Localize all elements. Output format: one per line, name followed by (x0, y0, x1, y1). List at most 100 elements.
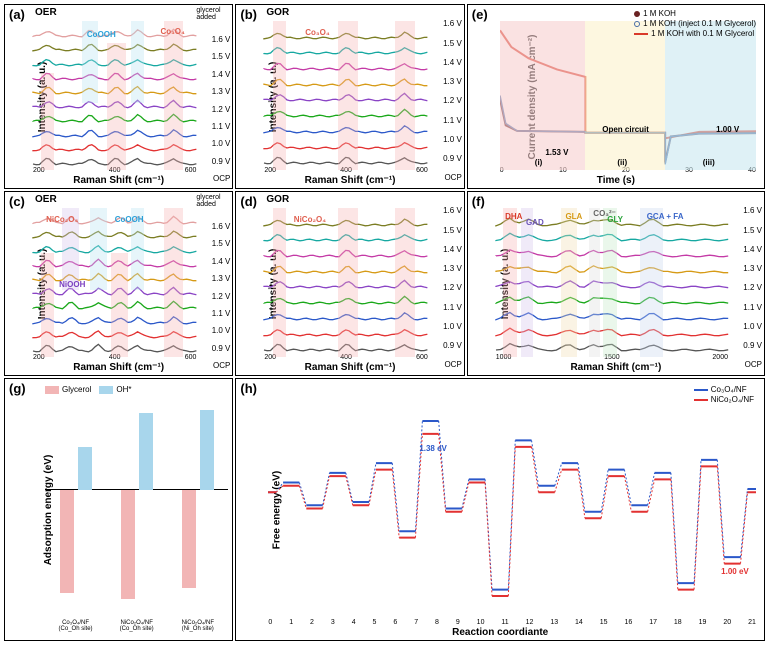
voltage-label: 1.0 V (443, 322, 462, 331)
panel-e-plot: (i)(ii)(iii)1.53 VOpen circuit1.00 V (500, 21, 756, 170)
highlight-band (395, 208, 415, 357)
panel-h-legend: Co₃O₄/NFNiCo₂O₄/NF (694, 385, 754, 405)
highlight-band (395, 21, 415, 170)
panel-h-plot: 1.38 eV1.00 eV (268, 395, 756, 622)
legend-item: Glycerol (45, 385, 91, 394)
legend-item: OH* (99, 385, 131, 394)
xtick: 0 (268, 619, 272, 626)
panel-h-xticks: 0123456789101112131415161718192021 (268, 619, 756, 626)
region-band (585, 21, 665, 170)
panel-f-label: (f) (472, 194, 485, 209)
panel-a-plot: CoOOHCo₃O₄ (33, 21, 196, 170)
voltage-label: 1.4 V (443, 245, 462, 254)
bar-category-label: NiCo₂O₄/NF(Ni_Oh site) (165, 620, 231, 632)
bar-group: NiCo₂O₄/NF(Ni_Oh site) (170, 387, 225, 614)
legend-label: NiCo₂O₄/NF (711, 395, 754, 404)
glycerol-added-label: glycerol added (196, 194, 230, 208)
voltage-label: 1.6 V (443, 206, 462, 215)
panel-c-plot: NiCo₂O₄NiOOHCoOOH (33, 208, 196, 357)
highlight-band (589, 208, 601, 357)
voltage-label: 1.5 V (212, 52, 231, 61)
panel-f-plot: DHAGADGLACO₃²⁻GLYGCA + FA (496, 208, 728, 357)
highlight-band (338, 208, 358, 357)
step-dash (277, 421, 748, 590)
spectra-annotation: GCA + FA (647, 212, 684, 221)
panel-g-bars: Co₃O₄/NF(Co_Oh site)NiCo₂O₄/NF(Co_Oh sit… (45, 387, 228, 614)
xtick: 17 (649, 619, 657, 626)
voltage-label: 0.9 V (212, 344, 231, 353)
xtick: 8 (435, 619, 439, 626)
spectra-annotation: NiCo₂O₄ (294, 215, 326, 224)
highlight-band (90, 208, 106, 290)
panel-h: (h) Free energy (eV) Reaction coordiante… (235, 378, 765, 641)
xtick: 3 (331, 619, 335, 626)
highlight-band (640, 208, 663, 357)
voltage-label: 1.5 V (443, 39, 462, 48)
panel-a-label: (a) (9, 7, 25, 22)
highlight-band (111, 253, 127, 357)
voltage-label: 1.5 V (743, 226, 762, 235)
highlight-band (503, 208, 517, 357)
panel-d: (d) GOR Intensity (a. u.) Raman Shift (c… (235, 191, 464, 376)
xtick: 9 (456, 619, 460, 626)
voltage-label: 1.1 V (212, 122, 231, 131)
voltage-label: 1.3 V (443, 77, 462, 86)
legend-swatch (634, 21, 640, 27)
voltage-label: 1.3 V (212, 274, 231, 283)
voltage-label: 1.2 V (212, 292, 231, 301)
voltage-label: OCP (745, 360, 762, 369)
legend-item: Co₃O₄/NF (694, 385, 754, 394)
legend-label: 1 M KOH with 0.1 M Glycerol (651, 29, 754, 38)
bar-category-label: NiCo₂O₄/NF(Co_Oh site) (104, 620, 170, 632)
glycerol-added-label: glycerol added (196, 7, 230, 21)
voltage-label: 1.2 V (443, 283, 462, 292)
panel-b-xlab: Raman Shift (cm⁻¹) (305, 175, 396, 186)
xtick: 18 (674, 619, 682, 626)
legend-item: 1 M KOH (634, 9, 756, 18)
voltage-label: 0.9 V (743, 341, 762, 350)
highlight-band (41, 253, 54, 357)
xtick: 7 (414, 619, 418, 626)
voltage-label: 1.1 V (443, 116, 462, 125)
bar-category-label: Co₃O₄/NF(Co_Oh site) (43, 620, 109, 632)
xtick: 2 (310, 619, 314, 626)
bar-pair (109, 387, 164, 614)
xtick: 600 (416, 167, 428, 174)
xtick: 21 (748, 619, 756, 626)
highlight-band (273, 21, 286, 170)
chart-annotation: Open circuit (602, 125, 649, 134)
voltage-label: 1.1 V (443, 303, 462, 312)
voltage-label: OCP (444, 360, 461, 369)
panel-f-xlab: Raman Shift (cm⁻¹) (570, 362, 661, 373)
voltage-label: OCP (213, 174, 230, 183)
panel-e-xlab: Time (s) (597, 175, 635, 186)
highlight-band (164, 21, 184, 170)
highlight-band (561, 208, 577, 357)
energy-annotation: 1.38 eV (419, 444, 447, 453)
highlight-band (107, 43, 127, 170)
legend-label: OH* (116, 385, 131, 394)
voltage-label: 1.3 V (743, 264, 762, 273)
xtick: 10 (477, 619, 485, 626)
bar-pair (48, 387, 103, 614)
panel-f: (f) Intensity (a. u.) Raman Shift (cm⁻¹)… (467, 191, 765, 376)
region-band (500, 21, 585, 170)
panel-a-title: OER (35, 7, 57, 18)
bar-group: Co₃O₄/NF(Co_Oh site) (48, 387, 103, 614)
xtick: 12 (526, 619, 534, 626)
legend-item: 1 M KOH with 0.1 M Glycerol (634, 29, 756, 38)
bar-glycerol (182, 490, 196, 588)
voltage-label: 1.4 V (443, 58, 462, 67)
legend-label: 1 M KOH (643, 9, 676, 18)
voltage-label: 1.6 V (212, 222, 231, 231)
voltage-label: 0.9 V (443, 154, 462, 163)
panel-d-xlab: Raman Shift (cm⁻¹) (305, 362, 396, 373)
panel-c: (c) OER Intensity (a. u.) Raman Shift (c… (4, 191, 233, 376)
voltage-label: OCP (444, 173, 461, 182)
legend-label: Glycerol (62, 385, 91, 394)
highlight-band (603, 208, 617, 357)
spectra-annotation: GLA (565, 212, 582, 221)
voltage-label: 1.6 V (212, 35, 231, 44)
panel-e: (e) Current density (mA cm⁻²) Time (s) (… (467, 4, 765, 189)
xtick: 6 (393, 619, 397, 626)
